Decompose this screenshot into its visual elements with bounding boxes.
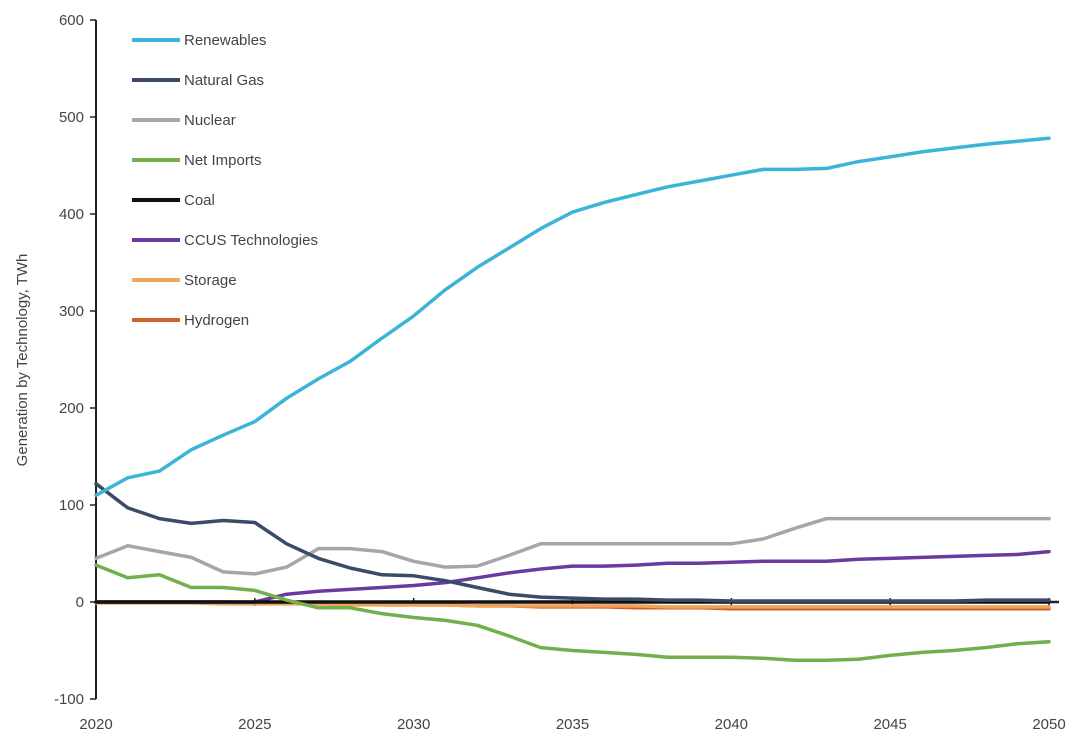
y-axis-ticks: -100 0 100 200 300 400 500 600 [54,12,96,708]
x-tick-label: 2035 [556,716,589,733]
legend-label-natural-gas: Natural Gas [184,72,264,89]
legend-label-ccus-technologies: CCUS Technologies [184,232,318,249]
legend-label-hydrogen: Hydrogen [184,312,249,329]
series-line-storage [94,601,1051,609]
legend-label-nuclear: Nuclear [184,112,236,129]
x-tick-label: 2050 [1032,716,1065,733]
series-line-renewables [94,136,1051,498]
x-tick-label: 2040 [715,716,748,733]
series-line-nuclear [94,516,1051,576]
series-line-natural-gas [94,481,1051,603]
y-tick-label: 200 [59,400,84,417]
x-tick-label: 2030 [397,716,430,733]
series-line-net-imports [94,563,1051,662]
y-tick-label: 100 [59,497,84,514]
y-tick-label: 600 [59,12,84,29]
y-tick-label: 400 [59,206,84,223]
y-axis-title-group: Generation by Technology, TWh [14,254,31,467]
y-axis-title: Generation by Technology, TWh [14,254,31,467]
legend-label-renewables: Renewables [184,32,267,49]
series-line-ccus-technologies [94,549,1051,604]
y-tick-label: -100 [54,691,84,708]
series-lines [94,136,1051,662]
legend-label-net-imports: Net Imports [184,152,262,169]
y-tick-label: 300 [59,303,84,320]
y-tick-label: 0 [76,594,84,611]
x-tick-label: 2020 [79,716,112,733]
x-tick-label: 2045 [873,716,906,733]
y-tick-label: 500 [59,109,84,126]
x-axis-ticks: 2020 2025 2030 2035 2040 2045 2050 [79,598,1066,733]
legend-label-coal: Coal [184,192,215,209]
x-tick-label: 2025 [238,716,271,733]
legend: Renewables Natural Gas Nuclear Net Imports C… [132,32,318,329]
legend-label-storage: Storage [184,272,237,289]
